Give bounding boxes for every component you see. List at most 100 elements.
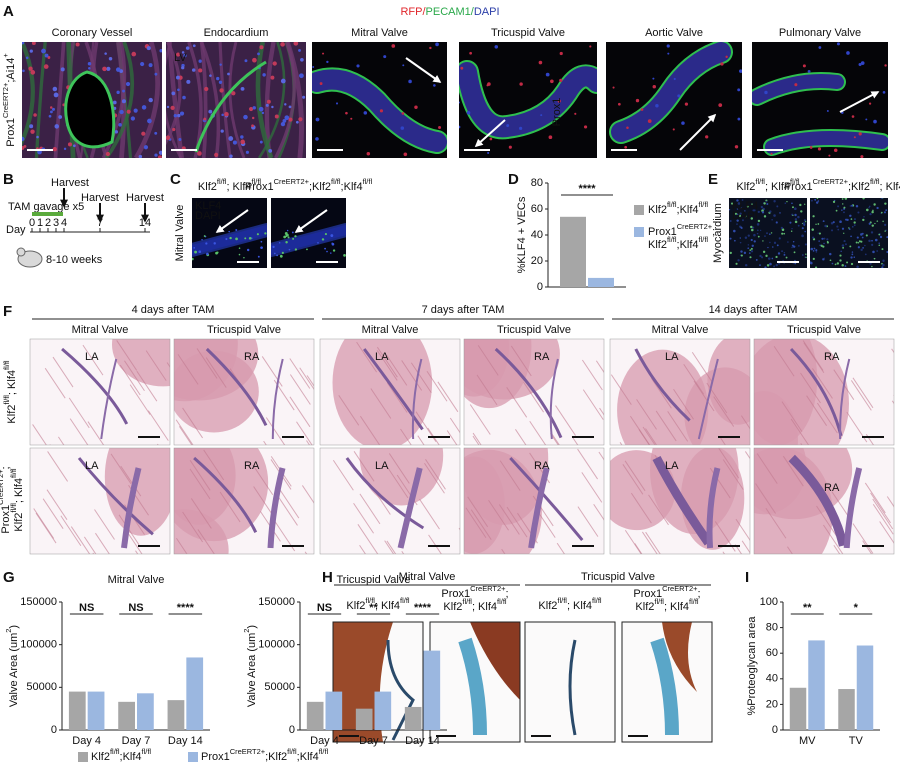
nucleus bbox=[851, 115, 855, 118]
fiber bbox=[581, 359, 603, 391]
bar bbox=[560, 216, 586, 287]
nucleus bbox=[868, 102, 872, 105]
text-part: fl/fl bbox=[287, 747, 297, 756]
image-title: Tricuspid Valve bbox=[491, 27, 565, 39]
watermark: Prox1 bbox=[551, 98, 563, 127]
text-part: fl/fl bbox=[2, 360, 11, 370]
fiber bbox=[488, 499, 509, 531]
nucleus bbox=[879, 235, 883, 239]
fiber bbox=[555, 405, 576, 436]
fiber bbox=[82, 344, 104, 376]
fiber bbox=[166, 42, 185, 158]
fiber bbox=[529, 420, 547, 445]
nucleus bbox=[835, 209, 838, 212]
nucleus bbox=[283, 235, 287, 239]
nucleus bbox=[884, 223, 887, 226]
nucleus bbox=[148, 97, 153, 103]
fiber bbox=[469, 404, 491, 435]
nucleus bbox=[801, 234, 804, 238]
fiber bbox=[34, 42, 47, 158]
nucleus bbox=[52, 147, 57, 152]
micrograph bbox=[525, 622, 615, 742]
valve-leaflet bbox=[634, 348, 691, 422]
nucleus bbox=[173, 113, 178, 118]
nucleus bbox=[776, 205, 779, 208]
nucleus bbox=[870, 231, 874, 234]
fiber bbox=[147, 410, 169, 441]
nucleus bbox=[243, 114, 248, 120]
fiber bbox=[734, 544, 743, 554]
fiber bbox=[110, 453, 132, 485]
fiber bbox=[641, 531, 658, 554]
nucleus bbox=[783, 252, 786, 254]
nucleus bbox=[229, 236, 232, 240]
myocardium bbox=[470, 622, 520, 700]
nucleus bbox=[280, 78, 286, 84]
fiber bbox=[425, 459, 446, 490]
nucleus bbox=[781, 232, 784, 235]
nucleus bbox=[487, 151, 490, 155]
nucleus bbox=[280, 121, 286, 127]
fiber bbox=[529, 452, 550, 484]
nucleus bbox=[295, 120, 299, 124]
column-title: Klf2fl/fl; Klf4fl/fl bbox=[538, 596, 601, 611]
nucleus bbox=[771, 257, 774, 260]
harvest-label: Harvest bbox=[126, 192, 164, 204]
text-part: ; Klf4 bbox=[664, 601, 689, 613]
nucleus bbox=[773, 265, 776, 268]
panel-label: B bbox=[3, 171, 14, 188]
bar bbox=[789, 687, 807, 730]
row-label: Myocardium bbox=[712, 203, 724, 263]
text-part: Klf2 bbox=[443, 601, 462, 613]
text-part: fl/fl bbox=[10, 468, 19, 478]
nucleus bbox=[885, 209, 888, 212]
nucleus bbox=[756, 223, 760, 226]
fiber bbox=[648, 494, 669, 526]
nucleus bbox=[25, 56, 29, 60]
inset-label: RA bbox=[244, 351, 260, 363]
legend-label: Klf2fl/fl;Klf4fl/fl bbox=[648, 200, 708, 215]
fiber bbox=[893, 394, 894, 397]
fiber bbox=[790, 418, 810, 445]
nucleus bbox=[466, 110, 471, 115]
nucleus bbox=[871, 210, 874, 214]
column-title: Prox1CreERT2+; Klf2fl/fl; Klf4fl/fl bbox=[441, 584, 508, 613]
fiber bbox=[376, 350, 398, 381]
nucleus bbox=[350, 117, 353, 120]
nucleus bbox=[256, 233, 259, 236]
fiber bbox=[95, 532, 110, 554]
inset-label: RA bbox=[824, 482, 840, 494]
day-axis-label: Day bbox=[6, 224, 26, 236]
panel-label: A bbox=[3, 3, 14, 20]
text-part: CreERT2+ bbox=[470, 584, 505, 593]
fiber bbox=[205, 357, 227, 388]
nucleus bbox=[844, 243, 847, 246]
nucleus bbox=[673, 77, 676, 81]
nucleus bbox=[652, 84, 656, 89]
nucleus bbox=[22, 136, 25, 142]
text-part: fl/fl bbox=[870, 177, 880, 186]
fiber bbox=[800, 372, 821, 404]
nucleus bbox=[794, 207, 797, 211]
fiber bbox=[765, 507, 787, 539]
legend-swatch bbox=[78, 752, 88, 762]
nucleus bbox=[750, 238, 753, 242]
nucleus bbox=[744, 210, 746, 212]
nucleus bbox=[804, 243, 807, 246]
fiber bbox=[428, 534, 442, 554]
nucleus bbox=[252, 106, 256, 110]
nucleus bbox=[876, 250, 879, 252]
nucleus bbox=[225, 237, 228, 241]
nucleus bbox=[198, 250, 202, 254]
nucleus bbox=[730, 202, 734, 205]
valve-leaflet bbox=[509, 456, 584, 542]
nucleus bbox=[737, 117, 741, 121]
fiber bbox=[581, 472, 603, 503]
fiber bbox=[265, 417, 286, 445]
fiber bbox=[296, 421, 313, 445]
fiber bbox=[57, 436, 65, 445]
nucleus bbox=[810, 247, 814, 251]
nucleus bbox=[842, 203, 844, 205]
nucleus bbox=[768, 233, 771, 236]
nucleus bbox=[302, 95, 306, 99]
